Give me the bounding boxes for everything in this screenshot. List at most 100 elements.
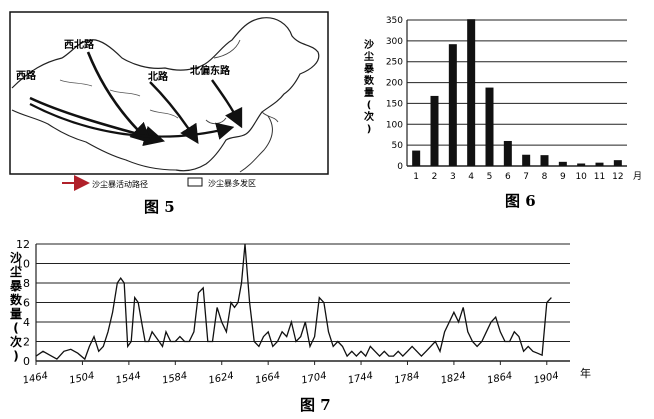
- x-tick-label: 1584: [161, 371, 188, 387]
- y-tick-label: 150: [386, 99, 403, 109]
- route-north-arrow: [149, 81, 199, 145]
- y-axis-label-char: 次: [364, 110, 374, 123]
- x-tick-label: 12: [612, 172, 623, 182]
- dust-route-map: 西路 西北路 北路 北偏东路 沙尘暴活动路径 沙尘暴多发区 图 5: [9, 11, 329, 216]
- chart-grid: [406, 19, 627, 167]
- y-tick-label: 10: [16, 258, 30, 271]
- bar: [613, 160, 622, 166]
- bar-series: [412, 19, 622, 167]
- province-lines: [59, 79, 179, 119]
- figure-7: 沙尘暴数量(次) 0 2 4 6 8 10 12 1464 1504 1544 1584 1624 1…: [0, 228, 654, 415]
- x-tick-label: 1824: [440, 371, 467, 387]
- x-axis-unit: 月: [633, 171, 642, 182]
- bar: [522, 154, 531, 166]
- bar: [467, 19, 476, 167]
- y-tick-label: 0: [397, 162, 403, 172]
- bar: [430, 95, 439, 166]
- x-tick-label: 5: [487, 172, 493, 182]
- bar: [412, 150, 421, 166]
- x-tick-label: 1904: [533, 371, 560, 387]
- y-tick-label: 2: [23, 336, 30, 349]
- route-west-long-arrow: [29, 103, 235, 140]
- x-tick-label: 10: [575, 172, 587, 182]
- chart-grid: [35, 243, 570, 365]
- route-label-west: 西路: [16, 69, 37, 82]
- figure-5-caption: 图 5: [144, 198, 175, 216]
- route-northwest-arrow: [86, 51, 152, 144]
- x-tick-label: 1504: [68, 371, 95, 387]
- y-axis-label-char: ): [13, 349, 18, 363]
- y-axis-label-char: 数: [364, 74, 375, 87]
- route-label-northwest: 西北路: [64, 38, 95, 51]
- x-tick-label: 1: [413, 172, 419, 182]
- y-tick-label: 4: [23, 316, 30, 329]
- y-axis-label-char: 尘: [10, 264, 22, 279]
- x-tick-label: 1864: [486, 371, 513, 387]
- x-tick-label: 1744: [347, 371, 374, 387]
- y-tick-label: 100: [386, 120, 403, 130]
- y-axis-label-char: 量: [364, 86, 374, 99]
- y-tick-label: 50: [392, 141, 404, 151]
- bar: [503, 140, 512, 166]
- y-tick-label: 8: [23, 277, 30, 290]
- y-axis-label-char: 暴: [363, 62, 375, 75]
- y-tick-label: 250: [386, 58, 403, 68]
- legend-area-label: 沙尘暴多发区: [208, 178, 256, 188]
- x-tick-label: 1544: [115, 371, 142, 387]
- map-frame: [9, 11, 329, 175]
- x-tick-label: 7: [523, 172, 529, 182]
- y-axis-label-char: 次: [10, 334, 22, 349]
- bar: [577, 163, 586, 166]
- y-axis-label-char: (: [13, 321, 18, 335]
- bar: [558, 161, 567, 166]
- figure-5: 西路 西北路 北路 北偏东路 沙尘暴活动路径 沙尘暴多发区 图 5: [0, 0, 335, 220]
- figure-6-caption: 图 6: [505, 192, 536, 210]
- y-tick-label: 350: [386, 16, 403, 26]
- y-axis-label-char: 沙: [364, 39, 374, 51]
- bar: [485, 87, 494, 166]
- x-tick-label: 2: [432, 172, 438, 182]
- x-tick-label: 1664: [254, 371, 281, 387]
- y-tick-label: 300: [386, 37, 403, 47]
- bar: [595, 162, 604, 166]
- x-tick-label: 1624: [208, 371, 235, 387]
- y-tick-labels: 0 50 100 150 200 250 300 350: [386, 16, 403, 172]
- x-tick-label: 8: [542, 172, 548, 182]
- bar: [448, 44, 457, 166]
- coastline: [239, 115, 273, 173]
- x-axis-unit: 年: [580, 366, 591, 380]
- y-axis-label-char: 沙: [10, 251, 22, 265]
- x-tick-label: 9: [560, 172, 566, 182]
- y-tick-label: 0: [23, 355, 30, 368]
- figure-7-caption: 图 7: [300, 396, 331, 414]
- legend-area-swatch: [187, 177, 203, 187]
- x-tick-label: 6: [505, 172, 511, 182]
- route-label-north: 北路: [148, 70, 169, 83]
- y-tick-label: 6: [23, 297, 30, 310]
- y-axis-label-char: ): [367, 124, 372, 135]
- bar: [540, 155, 549, 166]
- legend-path-label: 沙尘暴活动路径: [92, 179, 148, 189]
- x-tick-label: 1704: [300, 371, 327, 387]
- y-axis-label-char: (: [367, 100, 372, 111]
- y-axis-label-char: 数: [10, 292, 23, 307]
- route-northeast-arrow: [211, 79, 243, 129]
- dust-count-line: [35, 243, 552, 361]
- x-tick-labels: 1464 1504 1544 1584 1624 1664 1704 1744 1784 1824…: [22, 371, 560, 387]
- y-axis-label-char: 量: [10, 307, 22, 321]
- y-axis-label-char: 暴: [9, 279, 23, 293]
- y-tick-labels: 0 2 4 6 8 10 12: [16, 238, 30, 368]
- route-label-northeast: 北偏东路: [190, 64, 231, 77]
- x-tick-label: 4: [468, 172, 474, 182]
- x-tick-label: 1784: [393, 371, 420, 387]
- x-tick-label: 1464: [22, 371, 49, 387]
- y-tick-label: 12: [16, 238, 30, 251]
- x-tick-label: 11: [594, 172, 605, 182]
- southern-border: [11, 109, 177, 171]
- x-tick-labels: 1 2 3 4 5 6 7 8 9 10 11 12: [413, 172, 623, 182]
